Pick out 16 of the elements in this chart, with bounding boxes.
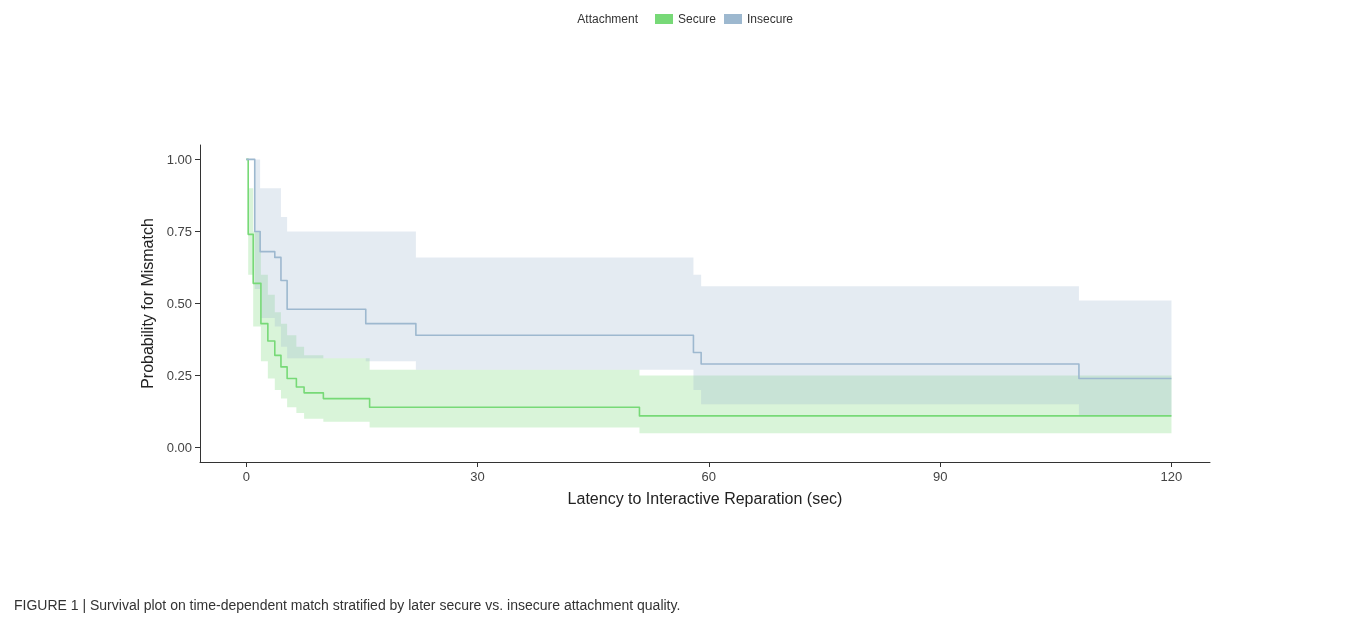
x-tick-label: 90 (932, 469, 948, 484)
y-tick-label: 0.75 (166, 223, 192, 239)
y-tick-label: 0.25 (166, 368, 192, 384)
x-tick-label: 60 (701, 469, 717, 484)
y-axis-title: Probability for Mismatch (139, 218, 157, 389)
y-tick-label: 1.00 (166, 151, 192, 167)
x-axis-title: Latency to Interactive Reparation (sec) (567, 489, 843, 507)
legend-label: Insecure (747, 12, 794, 26)
y-tick-label: 0.00 (166, 440, 192, 456)
caption: FIGURE 1 | Survival plot on time-dependent match stratified by later secure vs. insecure attachment quality. (14, 597, 681, 613)
x-tick-label: 0 (242, 469, 250, 484)
legend-label: Secure (678, 12, 717, 26)
x-tick-label: 30 (470, 469, 485, 484)
legend-title: Attachment (577, 12, 639, 26)
x-tick-label: 120 (1160, 469, 1183, 484)
y-tick-label: 0.50 (166, 296, 192, 311)
